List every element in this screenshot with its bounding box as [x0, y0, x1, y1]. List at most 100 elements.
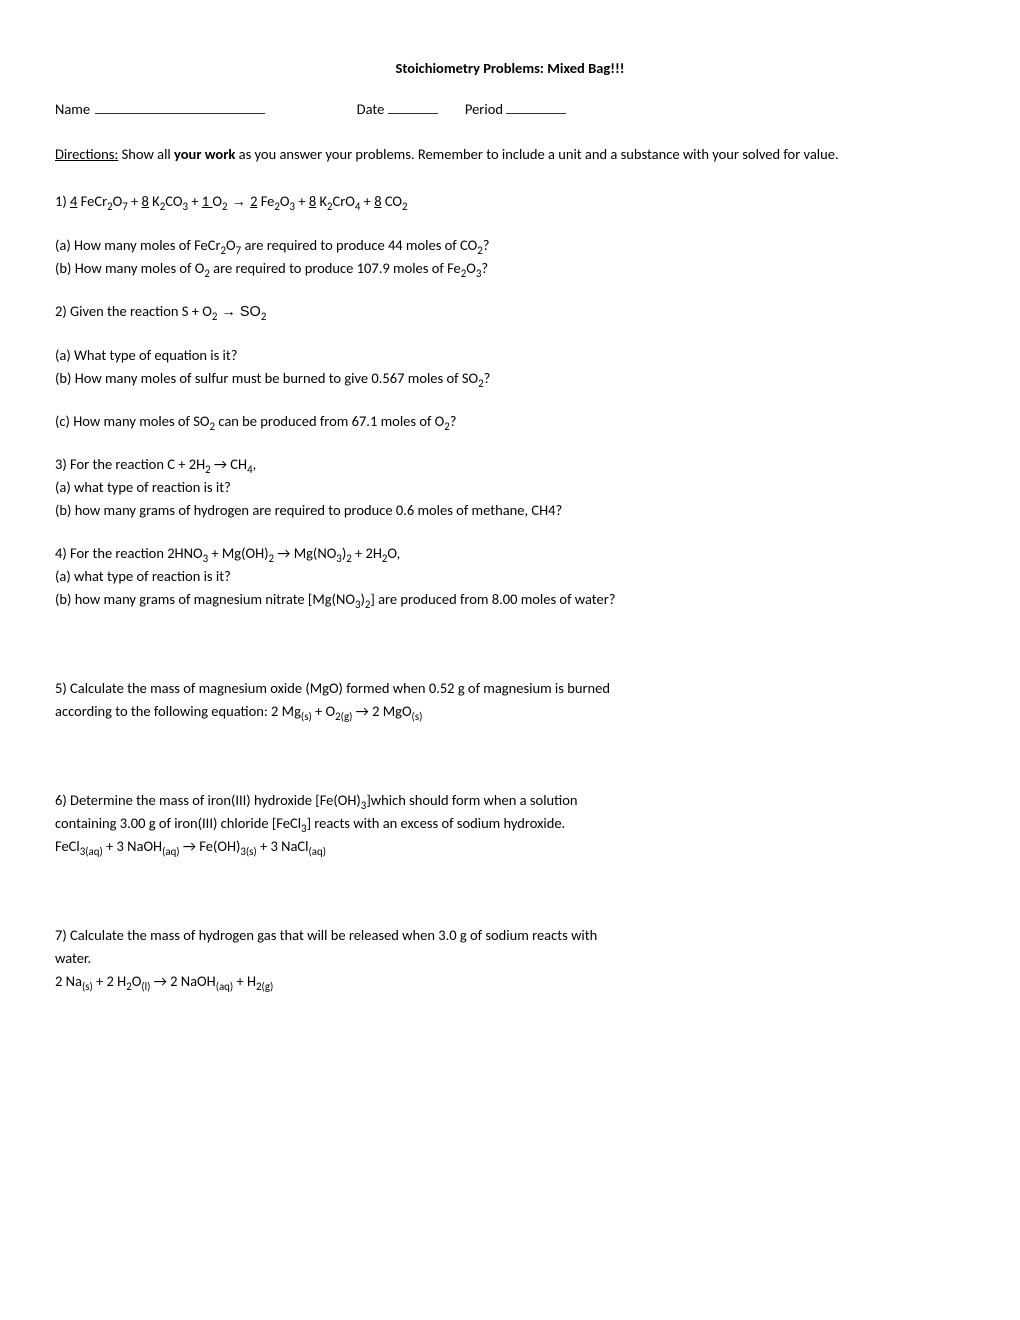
t: + — [188, 192, 202, 210]
t: FeCr — [77, 192, 107, 210]
period-blank[interactable] — [506, 101, 566, 114]
t: (b) how many grams of magnesium nitrate … — [55, 590, 355, 608]
sub: 3(aq) — [80, 845, 103, 858]
t: (a) How many moles of FeCr — [55, 236, 221, 254]
t: O — [280, 192, 290, 210]
sub: (aq) — [162, 845, 180, 858]
t: O — [226, 236, 236, 254]
t: → Mg(NO — [274, 544, 336, 562]
problem-1: 1) 4 FeCr2O7 + 8 K2CO3 + 1 O2 → 2 Fe2O3 … — [55, 191, 965, 279]
t: K — [316, 192, 327, 210]
name-blank[interactable] — [95, 101, 265, 114]
problem-3a: (a) what type of reaction is it? — [55, 477, 965, 498]
t: + 2 H — [93, 972, 126, 990]
problem-6-line2: containing 3.00 g of iron(III) chloride … — [55, 813, 965, 834]
problem-1a: (a) How many moles of FeCr2O7 are requir… — [55, 235, 965, 256]
t: CO — [165, 192, 182, 210]
t: 2) Given the reaction S + O — [55, 302, 212, 320]
t: 4) For the reaction 2HNO — [55, 544, 203, 562]
directions-text-1: Show all — [118, 145, 174, 163]
date-label: Date — [357, 100, 385, 118]
t: ] are produced from 8.00 moles of water? — [370, 590, 615, 608]
t: are required to produce 44 moles of CO — [241, 236, 477, 254]
problem-3: 3) For the reaction C + 2H2 → CH4, (a) w… — [55, 454, 965, 521]
problem-1-equation: 1) 4 FeCr2O7 + 8 K2CO3 + 1 O2 → 2 Fe2O3 … — [55, 191, 965, 213]
directions-label: Directions: — [55, 145, 118, 163]
sub: (aq) — [309, 845, 327, 858]
t: + 2H — [352, 544, 382, 562]
t: 2 Na — [55, 972, 82, 990]
sub: 2(g) — [335, 710, 352, 723]
coef: 1 — [202, 192, 213, 210]
t: ? — [450, 412, 457, 430]
problem-6: 6) Determine the mass of iron(III) hydro… — [55, 790, 965, 857]
sub: (s) — [82, 980, 93, 993]
t: + H — [233, 972, 256, 990]
coef: 8 — [142, 192, 149, 210]
problem-4: 4) For the reaction 2HNO3 + Mg(OH)2 → Mg… — [55, 543, 965, 610]
t: + — [295, 192, 309, 210]
t: + Mg(OH) — [208, 544, 268, 562]
t: Fe — [257, 192, 274, 210]
problem-1b: (b) How many moles of O2 are required to… — [55, 258, 965, 279]
t: → SO — [217, 304, 261, 320]
sub: 2 — [261, 310, 267, 323]
sub: (s) — [301, 710, 312, 723]
t: O — [132, 972, 142, 990]
t: K — [149, 192, 160, 210]
t: + O — [312, 702, 335, 720]
problem-2-equation: 2) Given the reaction S + O2 → SO2 — [55, 301, 965, 323]
t: ? — [484, 369, 491, 387]
t: CrO — [333, 192, 355, 210]
t: according to the following equation: 2 M… — [55, 702, 301, 720]
sub: (s) — [412, 710, 423, 723]
t: O — [113, 192, 123, 210]
problem-7: 7) Calculate the mass of hydrogen gas th… — [55, 925, 965, 992]
t: + — [360, 192, 374, 210]
t: 6) Determine the mass of iron(III) hydro… — [55, 791, 361, 809]
t: O, — [387, 544, 400, 562]
t: , — [253, 455, 257, 473]
problem-3b: (b) how many grams of hydrogen are requi… — [55, 500, 965, 521]
t: are required to produce 107.9 moles of F… — [210, 259, 461, 277]
problem-4a: (a) what type of reaction is it? — [55, 566, 965, 587]
date-blank[interactable] — [388, 101, 438, 114]
t: 3) For the reaction C + 2H — [55, 455, 205, 473]
t: + 3 NaOH — [103, 837, 162, 855]
problem-2c: (c) How many moles of SO2 can be produce… — [55, 411, 965, 432]
t: (b) How many moles of sulfur must be bur… — [55, 369, 478, 387]
sub: 2 — [402, 200, 408, 213]
arrow: → — [228, 194, 251, 210]
directions-bold: your work — [174, 145, 235, 163]
t: + 3 NaCl — [257, 837, 309, 855]
t: → 2 MgO — [352, 702, 411, 720]
t: can be produced from 67.1 moles of O — [215, 412, 444, 430]
problem-2: 2) Given the reaction S + O2 → SO2 (a) W… — [55, 301, 965, 432]
problem-5-line2: according to the following equation: 2 M… — [55, 701, 965, 722]
t: O — [212, 192, 222, 210]
problem-2a: (a) What type of equation is it? — [55, 345, 965, 366]
t: + — [128, 192, 142, 210]
t: O — [466, 259, 476, 277]
t: containing 3.00 g of iron(III) chloride … — [55, 814, 301, 832]
coef: 8 — [374, 192, 381, 210]
problem-6-equation: FeCl3(aq) + 3 NaOH(aq) → Fe(OH)3(s) + 3 … — [55, 836, 965, 857]
sub: 2(g) — [256, 980, 273, 993]
problem-7-equation: 2 Na(s) + 2 H2O(l) → 2 NaOH(aq) + H2(g) — [55, 971, 965, 992]
t: → Fe(OH) — [180, 837, 241, 855]
problem-6-line1: 6) Determine the mass of iron(III) hydro… — [55, 790, 965, 811]
sub: (aq) — [216, 980, 234, 993]
t: ]which should form when a solution — [366, 791, 577, 809]
page-title: Stoichiometry Problems: Mixed Bag!!! — [55, 58, 965, 79]
problem-5: 5) Calculate the mass of magnesium oxide… — [55, 678, 965, 722]
t: ] reacts with an excess of sodium hydrox… — [307, 814, 566, 832]
t: CO — [382, 192, 402, 210]
problem-3-equation: 3) For the reaction C + 2H2 → CH4, — [55, 454, 965, 475]
t: (b) How many moles of O — [55, 259, 204, 277]
problem-7-line1: 7) Calculate the mass of hydrogen gas th… — [55, 925, 965, 946]
name-label: Name — [55, 100, 90, 118]
problem-7-line2: water. — [55, 948, 965, 969]
period-label: Period — [465, 100, 503, 118]
t: ? — [483, 236, 490, 254]
p1-eq-pre: 1) — [55, 192, 70, 210]
